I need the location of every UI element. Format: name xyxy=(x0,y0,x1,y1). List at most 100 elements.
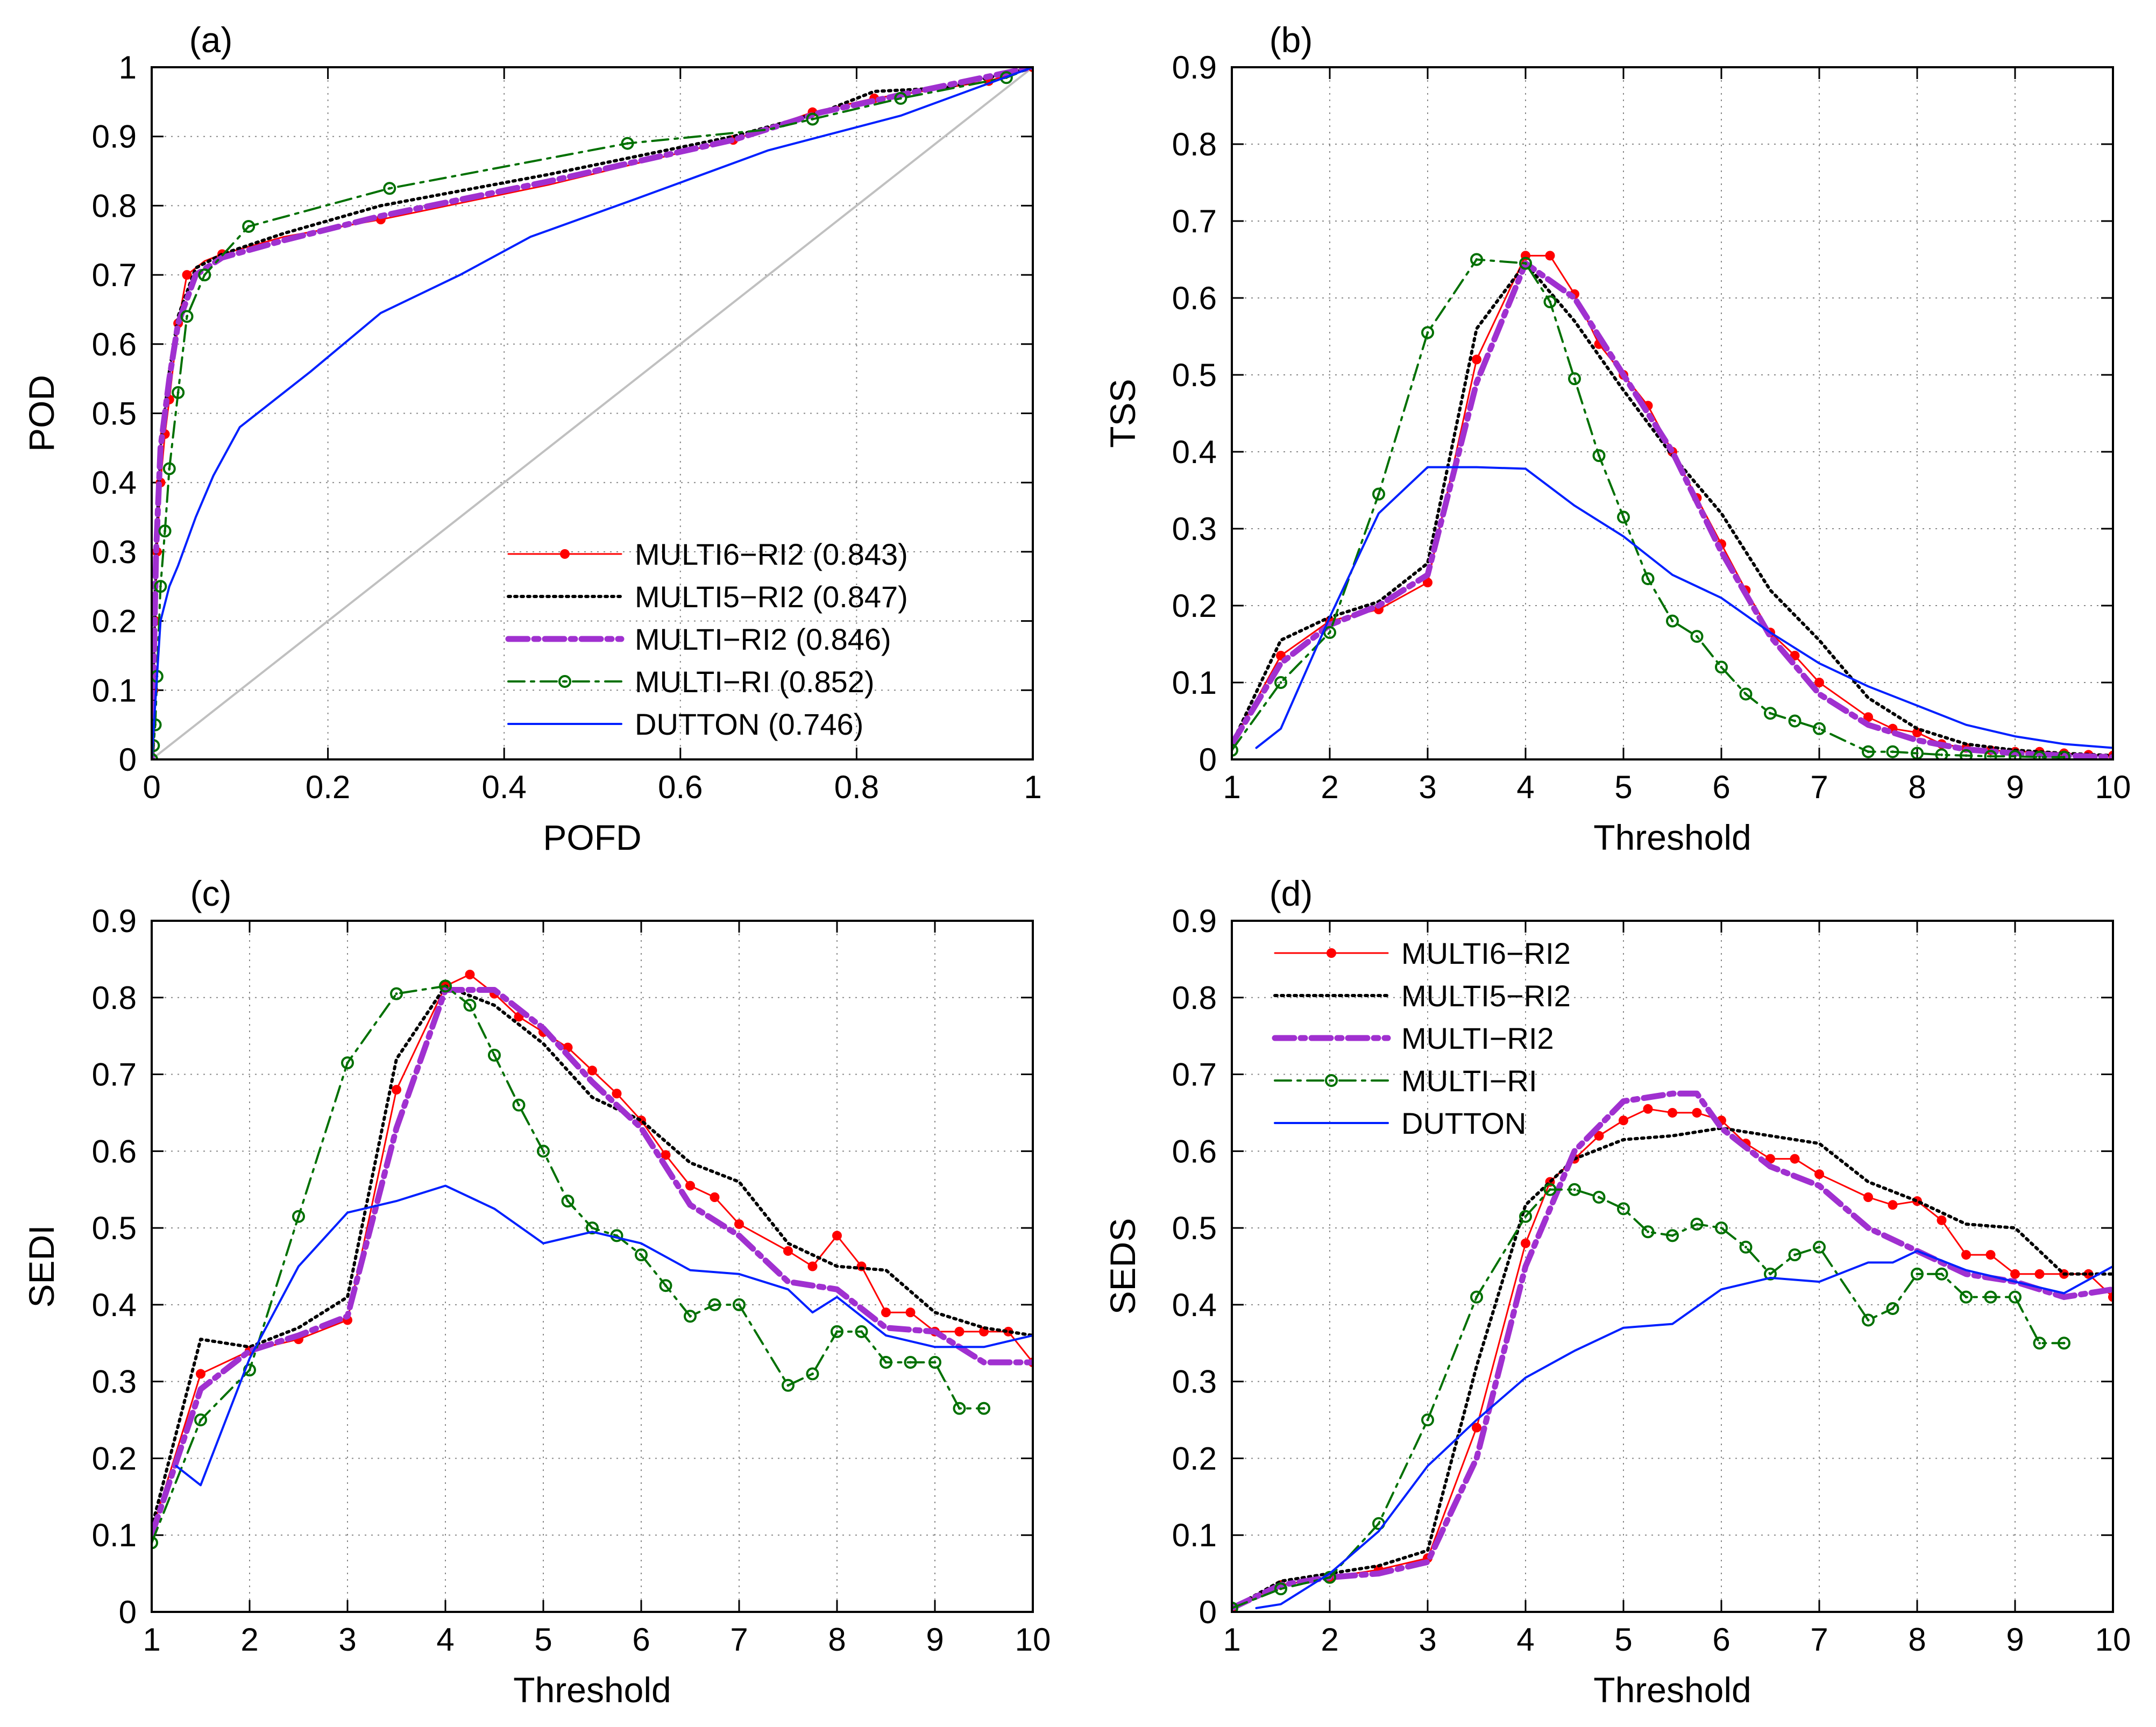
data-point-multi-ri xyxy=(855,1325,868,1338)
data-point-dot-multi-ri xyxy=(203,273,206,276)
data-point-multi-ri xyxy=(152,1536,158,1550)
legend-label-multi-ri: MULTI−RI xyxy=(1401,1064,1537,1098)
data-point-multi-ri xyxy=(1911,1267,1924,1281)
data-point-multi6-ri2 xyxy=(1594,1131,1604,1141)
data-point-dot-multi-ri xyxy=(1793,1253,1796,1256)
data-point-dot-multi-ri xyxy=(1279,681,1282,684)
y-tick-label: 0.1 xyxy=(92,1517,137,1553)
x-axis-label: Threshold xyxy=(1593,818,1751,857)
data-point-dot-multi-ri xyxy=(591,1226,594,1229)
data-point-multi-ri xyxy=(684,1310,697,1323)
data-point-dot-multi-ri xyxy=(811,118,814,121)
data-point-dot-multi-ri xyxy=(1916,1273,1919,1276)
legend: MULTI6−RI2 (0.843) MULTI5−RI2 (0.847) MULT… xyxy=(505,537,908,741)
data-point-multi6-ri2 xyxy=(1814,1169,1824,1179)
data-point-dot-multi-ri xyxy=(1671,620,1674,623)
y-tick-label: 0.2 xyxy=(1172,588,1217,624)
y-tick-label: 0.4 xyxy=(1172,434,1217,470)
data-point-dot-multi-ri xyxy=(1916,752,1919,755)
data-point-multi-ri xyxy=(1232,743,1238,757)
data-point-dot-multi-ri xyxy=(517,1104,520,1107)
data-point-multi-ri xyxy=(2033,750,2046,759)
y-tick-label: 0.8 xyxy=(92,188,137,224)
panel-d: 1 2 3 4 5 6 7 8 9 10 0 0.1 0.2 0.3 0.4 0.5 0.6 0.7 0.8 0.9 T… xyxy=(1103,873,2131,1710)
y-tick-label: 0.1 xyxy=(1172,1517,1217,1553)
legend: MULTI6−RI2 MULTI5−RI2 MULTI−RI2 MULTI−RI DUT… xyxy=(1272,936,1571,1140)
data-point-multi6-ri2 xyxy=(2010,1269,2020,1279)
data-point-multi-ri xyxy=(806,112,819,126)
x-tick-label: 2 xyxy=(240,1622,258,1658)
y-tick-label: 0.9 xyxy=(92,903,137,939)
y-tick-label: 0.8 xyxy=(1172,980,1217,1016)
data-point-multi-ri xyxy=(1984,1290,1997,1304)
data-point-multi-ri xyxy=(1372,487,1385,501)
data-point-multi6-ri2 xyxy=(1472,354,1481,365)
data-point-multi-ri xyxy=(1666,1229,1679,1242)
data-point-dot-multi-ri xyxy=(1818,1246,1821,1249)
legend-label-multi-ri2: MULTI−RI2 xyxy=(1401,1021,1554,1055)
data-point-dot-multi-ri xyxy=(1622,1207,1625,1210)
data-point-dot-multi-ri xyxy=(469,1004,471,1007)
y-tick-label: 0.2 xyxy=(92,603,137,639)
x-axis-label: POFD xyxy=(543,818,641,857)
data-point-multi-ri xyxy=(1421,326,1434,339)
x-tick-label: 8 xyxy=(1908,1622,1926,1658)
data-point-dot-multi-ri xyxy=(811,1372,814,1375)
data-point-dot-multi-ri xyxy=(1524,1215,1527,1218)
y-tick-label: 0 xyxy=(1199,1594,1217,1630)
data-point-dot-multi-ri xyxy=(982,1407,985,1410)
data-point-dot-multi-ri xyxy=(664,1284,667,1287)
x-tick-label: 0.6 xyxy=(658,769,703,805)
y-tick-label: 0.3 xyxy=(92,1364,137,1400)
data-point-multi6-ri2 xyxy=(1423,578,1432,588)
plot-frame xyxy=(1231,66,2114,761)
series-line-dutton xyxy=(1255,1249,2113,1609)
data-point-multi6-ri2 xyxy=(1521,1238,1530,1248)
data-point-multi-ri xyxy=(1592,449,1606,463)
data-point-dot-multi-ri xyxy=(1598,1196,1600,1199)
data-point-dot-multi-ri xyxy=(1989,755,1992,758)
data-point-multi-ri xyxy=(341,1056,354,1070)
data-point-multi-ri xyxy=(2058,750,2070,759)
y-axis-label: POD xyxy=(22,375,61,452)
data-point-multi-ri xyxy=(1470,253,1483,266)
data-point-dot-multi-ri xyxy=(493,1054,496,1057)
data-point-multi-ri xyxy=(904,1355,917,1369)
series-line-multi-ri xyxy=(152,985,985,1544)
data-point-multi-ri xyxy=(1960,749,1973,759)
data-point-multi-ri xyxy=(1274,676,1287,689)
y-tick-label: 0.2 xyxy=(92,1440,137,1476)
data-point-multi6-ri2 xyxy=(465,969,475,979)
data-point-dot-multi-ri xyxy=(884,1361,888,1364)
plot-area xyxy=(1232,251,2113,759)
data-point-dot-multi-ri xyxy=(248,1368,251,1371)
data-point-multi-ri xyxy=(1641,1225,1655,1239)
data-point-multi-ri xyxy=(561,1195,575,1208)
data-point-multi-ri xyxy=(292,1210,305,1223)
data-point-multi-ri xyxy=(1617,1202,1630,1216)
data-point-dot-multi-ri xyxy=(2013,1296,2017,1299)
data-point-multi-ri xyxy=(1568,1183,1581,1196)
series-line-multi6-ri2 xyxy=(152,973,1033,1532)
data-point-dot-multi-ri xyxy=(247,225,250,228)
data-point-multi-ri xyxy=(1862,1313,1875,1327)
plot-frame xyxy=(1231,920,2114,1613)
data-point-dot-multi-ri xyxy=(199,1418,202,1422)
data-point-dot-multi-ri xyxy=(176,391,180,394)
data-point-dot-multi-ri xyxy=(168,467,171,470)
data-point-multi-ri xyxy=(2009,750,2022,759)
data-point-multi6-ri2 xyxy=(1545,251,1555,261)
data-point-multi6-ri2 xyxy=(1863,712,1873,722)
plot-area xyxy=(152,67,1033,759)
y-tick-label: 0.4 xyxy=(92,465,137,501)
data-point-multi6-ri2 xyxy=(1643,1104,1653,1114)
data-point-dot-multi-ri xyxy=(1549,300,1551,303)
data-point-multi-ri xyxy=(1568,372,1581,386)
series-line-multi5-ri2 xyxy=(152,984,1033,1529)
data-point-multi6-ri2 xyxy=(1668,1107,1677,1118)
data-point-dot-multi-ri xyxy=(1475,1296,1478,1299)
y-tick-label: 0 xyxy=(119,1594,137,1630)
series-line-multi-ri2 xyxy=(152,67,1033,759)
data-point-dot-multi-ri xyxy=(1964,754,1968,757)
x-tick-label: 3 xyxy=(1419,769,1436,805)
